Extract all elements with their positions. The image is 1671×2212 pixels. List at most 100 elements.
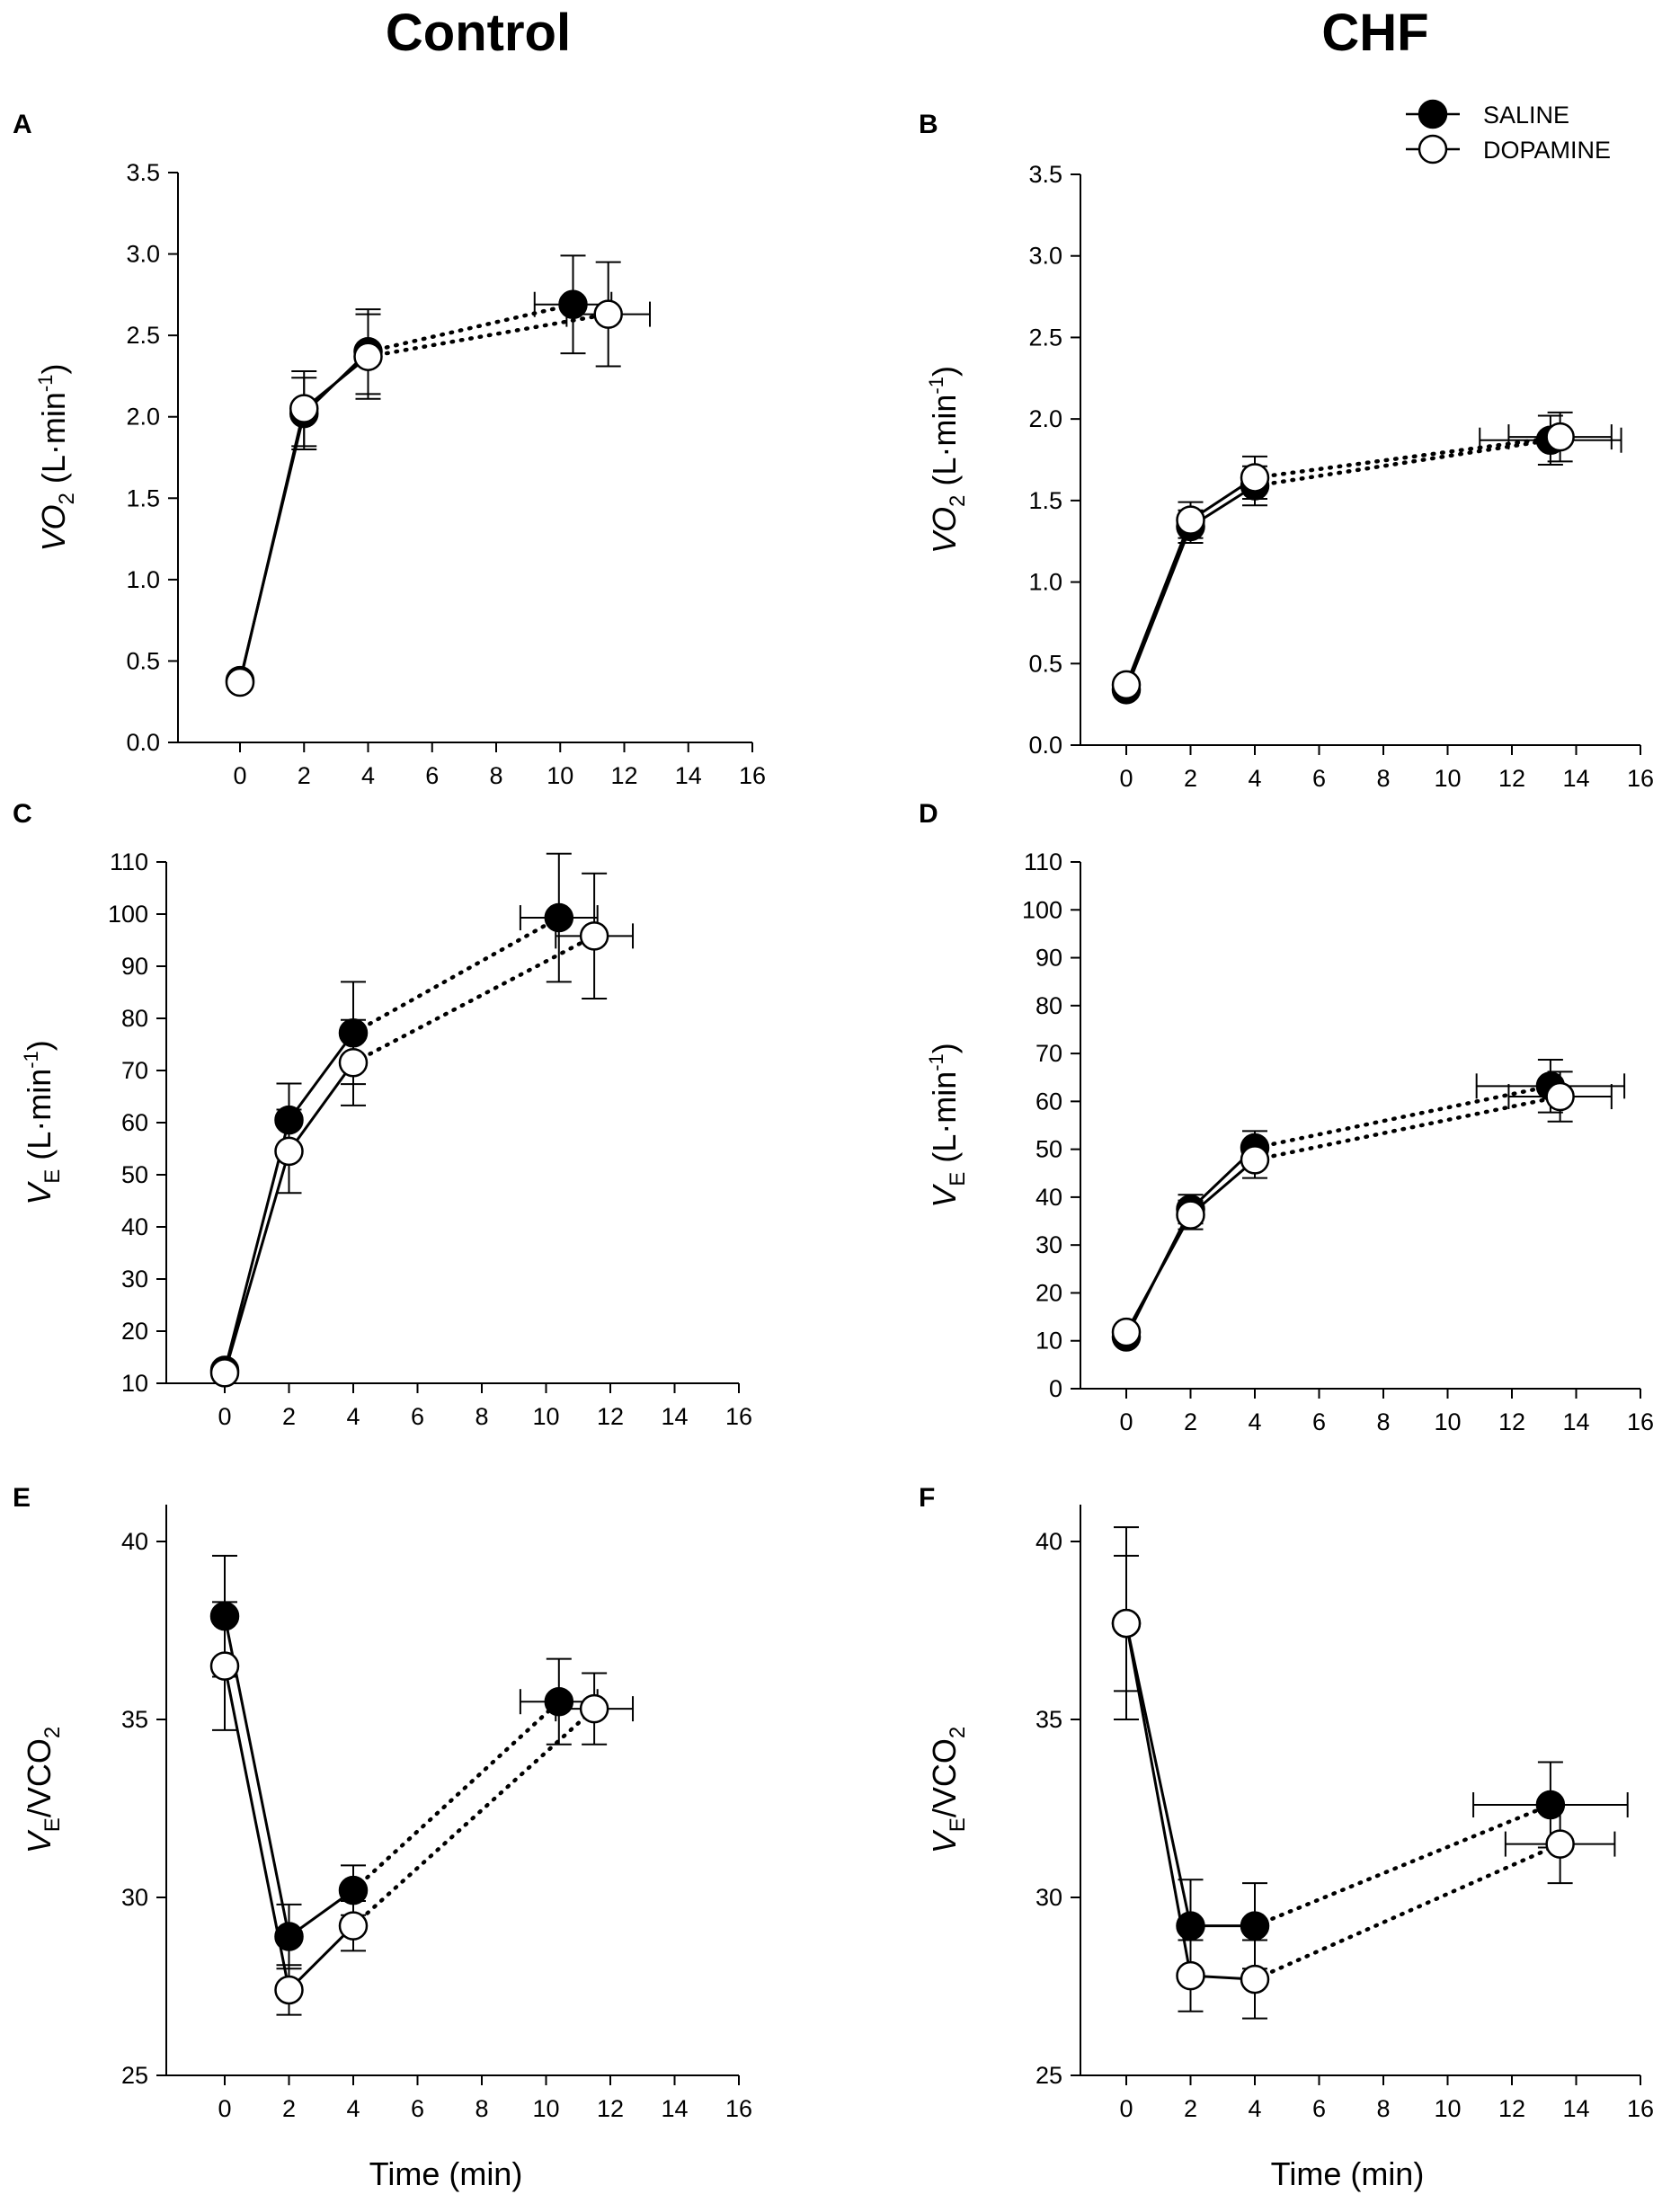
data-point-dopamine-f: [1545, 1829, 1575, 1859]
series-dotted-dopamine-c: [351, 934, 597, 1065]
data-point-dopamine-a: [289, 394, 319, 423]
x-tick-label-d: 4: [1248, 1408, 1261, 1435]
data-point-dopamine-d: [1545, 1081, 1575, 1112]
data-point-dopamine-e: [209, 1651, 240, 1681]
y-tick-label-c: 60: [121, 1109, 148, 1136]
x-tick-label-e: 2: [282, 2095, 296, 2122]
data-point-saline-e: [338, 1875, 369, 1906]
y-tick-label-c: 70: [121, 1057, 148, 1084]
x-tick-label-f: 16: [1627, 2095, 1654, 2122]
y-tick-label-d: 90: [1035, 945, 1062, 972]
y-tick-label-f: 25: [1035, 2062, 1062, 2089]
panel-letter-b: B: [919, 110, 938, 139]
x-tick-label-e: 14: [661, 2095, 688, 2122]
series-dotted-dopamine-a: [366, 312, 610, 359]
series-dotted-saline-b: [1252, 438, 1553, 488]
x-tick-label-e: 8: [475, 2095, 488, 2122]
data-point-dopamine-b: [1240, 463, 1270, 493]
y-tick-label-f: 40: [1035, 1528, 1062, 1555]
y-tick-label-a: 0.5: [126, 647, 160, 674]
x-tick-label-b: 8: [1376, 765, 1390, 792]
panel-letter-f: F: [919, 1483, 935, 1513]
series-dotted-saline-e: [351, 1699, 562, 1893]
y-tick-label-b: 1.0: [1028, 569, 1062, 596]
series-dotted-dopamine-d: [1252, 1094, 1562, 1162]
y-tick-label-a: 1.5: [126, 484, 160, 511]
x-tick-label-a: 14: [675, 762, 702, 789]
y-tick-label-d: 20: [1035, 1279, 1062, 1306]
data-point-dopamine-e: [338, 1911, 369, 1941]
x-tick-label-f: 8: [1376, 2095, 1390, 2122]
panels: A 0.0 0.5 1.0 1.5 2.0 2.5 3.0 3.5 0 2 4 6 8 10 12 14 16 VO…: [13, 110, 1654, 2192]
x-tick-label-c: 8: [475, 1403, 488, 1430]
series-dotted-dopamine-b: [1252, 434, 1562, 480]
y-tick-label-b: 2.5: [1028, 324, 1062, 351]
y-tick-label-d: 40: [1035, 1184, 1062, 1211]
data-point-dopamine-a: [593, 299, 623, 329]
y-tick-label-d: 110: [1024, 848, 1062, 875]
x-tick-label-b: 12: [1498, 765, 1525, 792]
data-point-saline-e: [209, 1601, 240, 1631]
x-tick-label-d: 10: [1434, 1408, 1461, 1435]
series-dotted-saline-d: [1252, 1084, 1553, 1150]
y-tick-label-c: 50: [121, 1161, 148, 1188]
panel-letter-c: C: [13, 799, 32, 829]
x-tick-label-e: 6: [411, 2095, 424, 2122]
y-tick-label-c: 90: [121, 953, 148, 980]
y-tick-label-c: 100: [108, 901, 148, 928]
data-point-saline-c: [338, 1017, 369, 1048]
x-tick-label-c: 12: [597, 1403, 624, 1430]
x-tick-label-a: 6: [425, 762, 439, 789]
y-tick-label-a: 1.0: [126, 566, 160, 593]
y-tick-label-d: 60: [1035, 1088, 1062, 1115]
panel-f: F 25 30 35 40 0 2 4 6 8 10 12 14 16 VE/VCO2 Time (min): [919, 1483, 1654, 2192]
y-tick-label-c: 40: [121, 1213, 148, 1240]
x-tick-label-f: 12: [1498, 2095, 1525, 2122]
panel-letter-d: D: [919, 799, 938, 829]
x-tick-label-d: 6: [1312, 1408, 1326, 1435]
x-tick-label-a: 8: [489, 762, 502, 789]
x-tick-label-e: 0: [218, 2095, 231, 2122]
y-tick-label-c: 20: [121, 1318, 148, 1345]
x-tick-label-b: 6: [1312, 765, 1326, 792]
x-tick-label-d: 12: [1498, 1408, 1525, 1435]
y-tick-label-c: 10: [121, 1370, 148, 1397]
data-point-dopamine-a: [225, 667, 255, 697]
y-tick-label-d: 80: [1035, 992, 1062, 1019]
x-axis-label-e: Time (min): [369, 2155, 523, 2192]
x-tick-label-d: 0: [1119, 1408, 1133, 1435]
data-point-saline-c: [274, 1105, 304, 1135]
y-tick-label-a: 2.0: [126, 404, 160, 431]
data-point-dopamine-c: [209, 1358, 240, 1388]
data-point-dopamine-e: [274, 1975, 304, 2005]
x-tick-label-f: 14: [1562, 2095, 1589, 2122]
y-tick-label-c: 80: [121, 1005, 148, 1032]
y-tick-label-f: 30: [1035, 1884, 1062, 1911]
y-tick-label-a: 2.5: [126, 322, 160, 349]
x-tick-label-c: 4: [346, 1403, 360, 1430]
panel-d: D 0 10 20 30 40 50 60 70 80 90 100 110 0 2 4 6 8 10 12 14 16 V…: [919, 799, 1654, 1435]
y-tick-label-a: 3.0: [126, 241, 160, 268]
data-point-saline-f: [1176, 1911, 1205, 1941]
y-tick-label-b: 2.0: [1028, 405, 1062, 432]
y-axis-label-f: VE/VCO2: [926, 1727, 970, 1853]
data-point-dopamine-d: [1111, 1317, 1142, 1347]
y-tick-label-f: 35: [1035, 1706, 1062, 1733]
x-tick-label-c: 2: [282, 1403, 296, 1430]
data-point-dopamine-f: [1240, 1964, 1270, 1994]
y-tick-label-b: 0.0: [1028, 732, 1062, 759]
data-point-saline-a: [558, 289, 588, 319]
y-tick-label-c: 30: [121, 1266, 148, 1293]
x-tick-label-f: 2: [1184, 2095, 1197, 2122]
x-tick-label-d: 2: [1184, 1408, 1197, 1435]
series-dotted-dopamine-f: [1252, 1842, 1562, 1982]
x-tick-label-a: 2: [298, 762, 311, 789]
x-tick-label-f: 0: [1119, 2095, 1133, 2122]
data-point-dopamine-b: [1111, 670, 1142, 700]
y-tick-label-d: 10: [1035, 1328, 1062, 1355]
panel-a: A 0.0 0.5 1.0 1.5 2.0 2.5 3.0 3.5 0 2 4 6 8 10 12 14 16 VO…: [13, 110, 766, 789]
y-tick-label-b: 1.5: [1028, 487, 1062, 514]
series-dotted-dopamine-e: [351, 1706, 597, 1928]
x-tick-label-c: 10: [532, 1403, 559, 1430]
